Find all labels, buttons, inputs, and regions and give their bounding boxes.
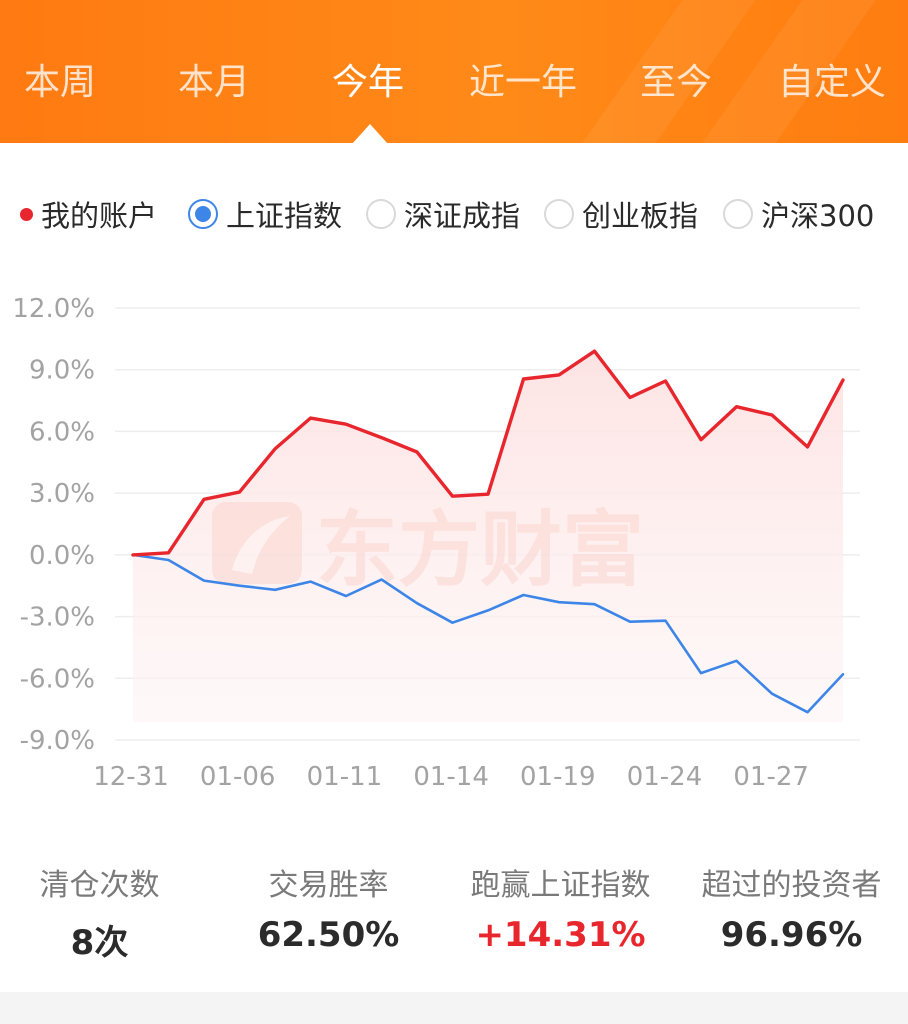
radio-icon[interactable] [366, 199, 396, 229]
y-tick-label: 6.0% [29, 417, 95, 447]
y-tick-label: 12.0% [12, 294, 95, 324]
watermark-logo-icon [212, 502, 302, 584]
index-option-csi300[interactable]: 沪深300 [723, 192, 874, 236]
index-option-chinext[interactable]: 创业板指 [544, 192, 698, 236]
tab-this-year[interactable]: 今年 [331, 62, 404, 103]
watermark-text: 东方财富 [316, 503, 644, 598]
x-tick-label: 01-11 [307, 762, 383, 792]
y-tick-label: -9.0% [20, 726, 95, 756]
x-tick-label: 01-14 [413, 762, 489, 792]
watermark-logo-mark [232, 516, 290, 574]
legend-my-account-label: 我的账户 [41, 199, 158, 233]
tab-this-week[interactable]: 本周 [23, 62, 96, 103]
radio-icon[interactable] [723, 199, 753, 229]
stat-value-win-rate: 62.50% [257, 915, 400, 955]
stat-value-beat-index: +14.31% [475, 915, 646, 955]
tab-custom[interactable]: 自定义 [777, 62, 886, 103]
tab-to-date[interactable]: 至今 [639, 62, 712, 103]
y-tick-label: -3.0% [20, 603, 95, 633]
return-chart: 东方财富 12.0% 9.0% 6.0% 3.0% 0.0% -3.0% -6.0% -9.0… [12, 294, 860, 792]
stat-value-beat-investors: 96.96% [720, 915, 863, 955]
radio-icon[interactable] [544, 199, 574, 229]
period-header: 本周 本月 今年 近一年 至今 自定义 [0, 0, 908, 143]
stat-value-clear-count: 8次 [70, 923, 129, 963]
index-option-shanghai[interactable]: 上证指数 [188, 192, 342, 236]
index-option-shenzhen[interactable]: 深证成指 [366, 192, 520, 236]
radio-selected-icon[interactable] [188, 199, 218, 229]
y-tick-label: 9.0% [29, 356, 95, 386]
legend-my-account: 我的账户 [20, 192, 157, 236]
series-line-my-account [131, 349, 845, 557]
red-dot-icon [20, 207, 33, 221]
stat-label-beat-investors: 超过的投资者 [701, 868, 882, 903]
footer-band [0, 992, 908, 1024]
index-option-label: 深证成指 [404, 199, 521, 233]
x-tick-label: 01-19 [520, 762, 596, 792]
stat-label-win-rate: 交易胜率 [268, 868, 389, 903]
index-option-label: 上证指数 [226, 199, 343, 233]
x-tick-label: 12-31 [93, 762, 169, 792]
account-area-fill [133, 351, 843, 722]
y-tick-label: 0.0% [29, 541, 95, 571]
x-tick-label: 01-27 [733, 762, 809, 792]
stat-label-clear-count: 清仓次数 [39, 868, 160, 903]
series-line-shanghai-index [131, 553, 845, 714]
index-option-label: 创业板指 [582, 199, 699, 233]
y-tick-label: -6.0% [20, 664, 95, 694]
watermark: 东方财富 [212, 502, 644, 598]
y-tick-label: 3.0% [29, 479, 95, 509]
tab-this-month[interactable]: 本月 [177, 62, 250, 103]
x-tick-label: 01-24 [627, 762, 703, 792]
tab-last-year[interactable]: 近一年 [468, 62, 577, 103]
index-option-label: 沪深300 [761, 199, 875, 233]
active-tab-indicator [352, 124, 388, 143]
stat-label-beat-index: 跑赢上证指数 [470, 868, 651, 903]
x-tick-label: 01-06 [200, 762, 276, 792]
